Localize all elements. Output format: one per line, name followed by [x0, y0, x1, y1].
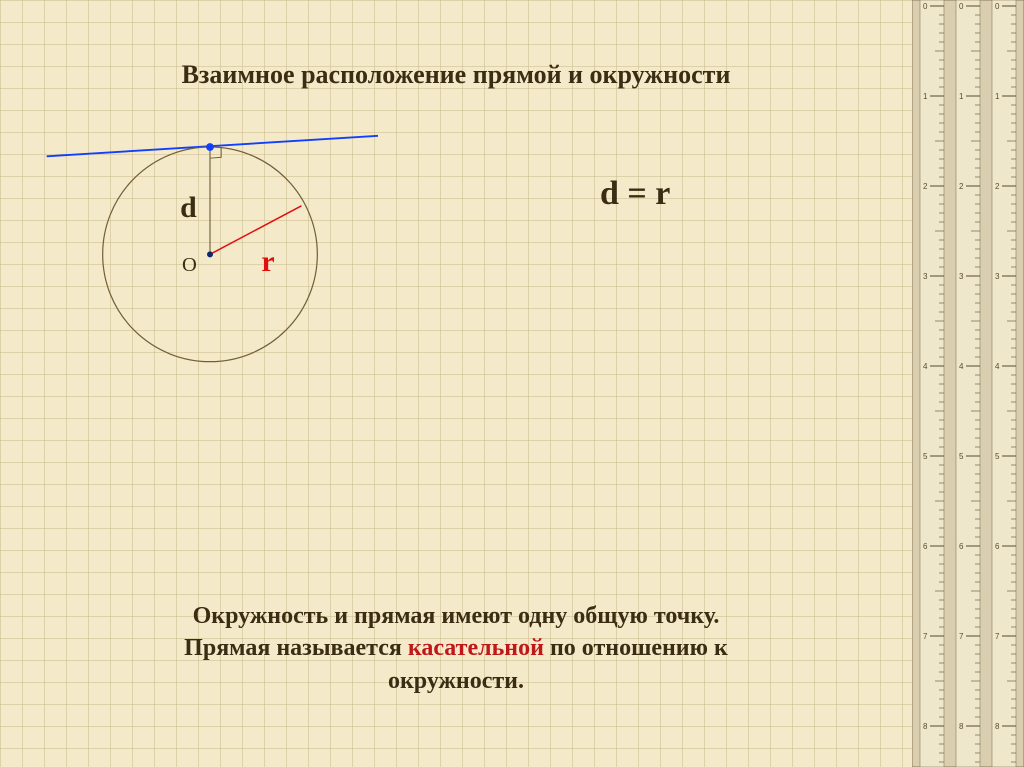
label-d: d — [180, 191, 197, 224]
svg-text:2: 2 — [995, 182, 1000, 191]
svg-text:5: 5 — [995, 452, 1000, 461]
desc-line1: Окружность и прямая имеют одну общую точ… — [193, 603, 720, 629]
svg-text:8: 8 — [923, 722, 928, 731]
svg-text:8: 8 — [995, 722, 1000, 731]
svg-text:2: 2 — [959, 182, 964, 191]
ruler-decoration: 0 1 2 3 4 5 6 7 8 0 1 2 3 4 5 6 7 8 0 1 2 3 4 5 6 7 8 — [912, 0, 1024, 767]
desc-line2a: Прямая называется — [184, 635, 408, 661]
description-text: Окружность и прямая имеют одну общую точ… — [0, 600, 912, 697]
slide-title: Взаимное расположение прямой и окружност… — [0, 60, 912, 90]
desc-line3: окружности. — [388, 668, 524, 694]
tangent-point — [206, 143, 214, 151]
svg-text:1: 1 — [923, 92, 928, 101]
svg-text:0: 0 — [923, 2, 928, 11]
tangent-diagram: d r O — [30, 105, 390, 385]
svg-text:3: 3 — [959, 272, 964, 281]
svg-text:5: 5 — [959, 452, 964, 461]
svg-text:5: 5 — [923, 452, 928, 461]
label-r: r — [261, 245, 274, 278]
svg-text:6: 6 — [923, 542, 928, 551]
equation-d-equals-r: d = r — [600, 175, 670, 213]
svg-text:6: 6 — [995, 542, 1000, 551]
center-dot — [207, 251, 213, 257]
svg-text:0: 0 — [959, 2, 964, 11]
desc-highlight: касательной — [408, 635, 544, 661]
svg-text:8: 8 — [959, 722, 964, 731]
svg-text:7: 7 — [959, 632, 964, 641]
svg-text:2: 2 — [923, 182, 928, 191]
svg-text:7: 7 — [923, 632, 928, 641]
svg-text:1: 1 — [995, 92, 1000, 101]
label-O: O — [182, 254, 197, 276]
svg-text:6: 6 — [959, 542, 964, 551]
desc-line2b: по отношению к — [544, 635, 728, 661]
svg-text:4: 4 — [995, 362, 1000, 371]
svg-text:7: 7 — [995, 632, 1000, 641]
svg-text:4: 4 — [923, 362, 928, 371]
svg-text:1: 1 — [959, 92, 964, 101]
svg-text:3: 3 — [995, 272, 1000, 281]
r-segment — [210, 206, 301, 255]
svg-text:4: 4 — [959, 362, 964, 371]
svg-text:0: 0 — [995, 2, 1000, 11]
svg-text:3: 3 — [923, 272, 928, 281]
